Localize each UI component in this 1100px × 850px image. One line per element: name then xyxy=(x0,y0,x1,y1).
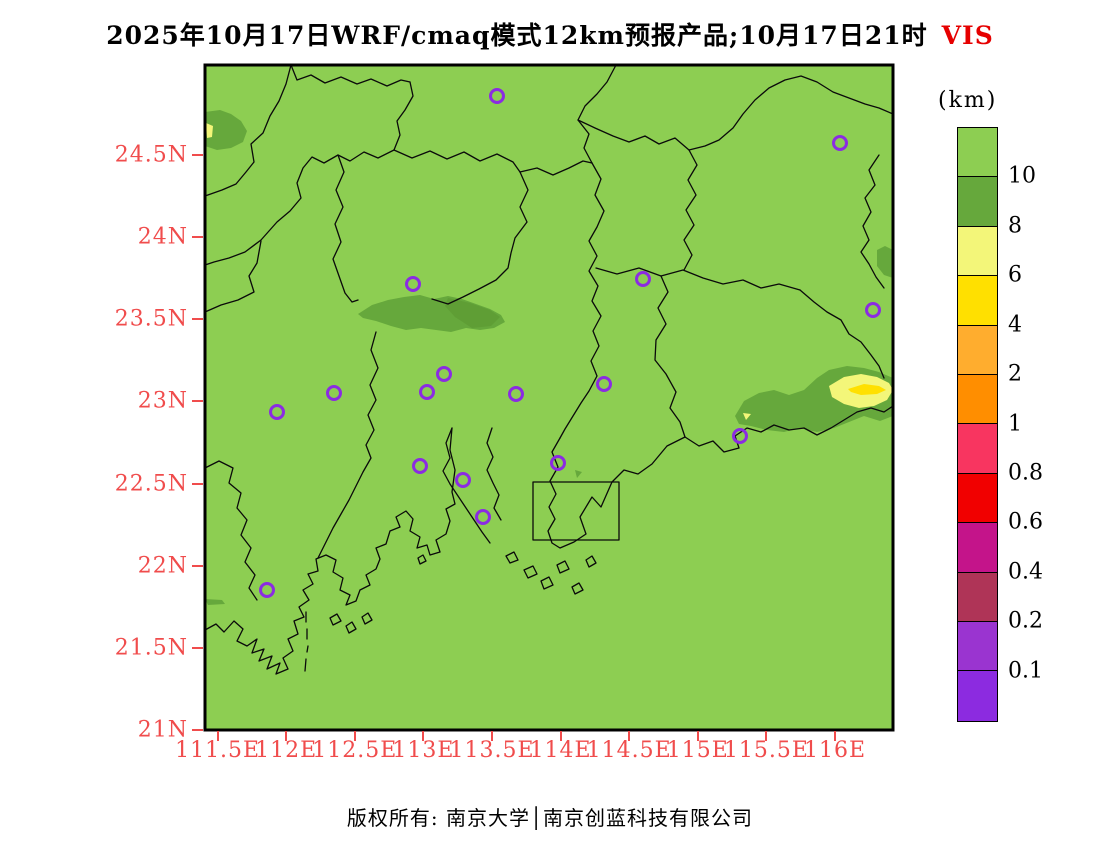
colorbar-tick-label: 6 xyxy=(1008,262,1022,288)
station-marker xyxy=(419,384,435,400)
station-marker xyxy=(475,509,491,525)
coastline xyxy=(204,405,894,675)
colorbar-tick-label: 0.1 xyxy=(1008,658,1043,684)
longitude-tick xyxy=(285,731,288,741)
colorbar-segment xyxy=(958,424,997,474)
colorbar-tick-label: 4 xyxy=(1008,312,1022,338)
colorbar-tick-label: 0.2 xyxy=(1008,608,1043,634)
station-marker xyxy=(405,276,421,292)
plot-title-text: 2025年10月17日WRF/cmaq模式12km预报产品;10月17日21时 xyxy=(106,21,928,50)
latitude-tick-label: 24.5N xyxy=(114,142,188,168)
latitude-tick-label: 24N xyxy=(137,224,188,250)
station-marker xyxy=(455,472,471,488)
plot-title: 2025年10月17日WRF/cmaq模式12km预报产品;10月17日21时 V… xyxy=(0,16,1100,52)
longitude-tick-label: 114.5E xyxy=(586,738,672,763)
latitude-tick xyxy=(192,646,203,649)
latitude-tick xyxy=(192,153,203,156)
longitude-tick-label: 111.5E xyxy=(175,738,261,763)
latitude-tick xyxy=(192,236,203,239)
colorbar-segment xyxy=(958,226,997,277)
longitude-tick xyxy=(422,731,425,741)
latitude-tick xyxy=(192,400,203,403)
colorbar xyxy=(957,127,998,722)
longitude-tick-label: 112.5E xyxy=(312,738,398,763)
colorbar-tick-label: 0.4 xyxy=(1008,559,1043,585)
longitude-tick-label: 114E xyxy=(529,738,592,763)
colorbar-tick-label: 1 xyxy=(1008,411,1022,436)
colorbar-segment xyxy=(958,671,997,721)
colorbar-tick-label: 2 xyxy=(1008,361,1022,387)
station-marker xyxy=(732,428,748,444)
admin-boundaries xyxy=(204,64,894,601)
longitude-tick xyxy=(696,731,699,741)
station-marker xyxy=(508,386,524,402)
station-marker xyxy=(269,404,285,420)
station-marker xyxy=(550,455,566,471)
colorbar-unit-label: (km) xyxy=(938,88,998,113)
colorbar-segment xyxy=(958,128,997,178)
station-marker xyxy=(832,135,848,151)
longitude-tick xyxy=(834,731,836,741)
colorbar-segment xyxy=(958,325,997,376)
station-marker xyxy=(489,88,505,104)
station-marker xyxy=(635,271,651,287)
colorbar-tick-label: 8 xyxy=(1008,213,1022,239)
colorbar-segment xyxy=(958,375,997,425)
longitude-tick xyxy=(353,731,356,741)
station-marker xyxy=(412,458,428,474)
map-frame xyxy=(203,63,895,732)
longitude-tick xyxy=(491,731,493,741)
colorbar-segment xyxy=(958,523,997,573)
latitude-tick xyxy=(192,482,203,485)
latitude-tick-label: 23N xyxy=(137,388,188,414)
copyright-footer: 版权所有: 南京大学│南京创蓝科技有限公司 xyxy=(346,806,754,830)
latitude-tick-label: 21.5N xyxy=(114,635,188,661)
longitude-tick-label: 115E xyxy=(666,738,729,763)
colorbar-segment xyxy=(958,473,997,524)
latitude-tick xyxy=(192,729,203,731)
station-marker xyxy=(436,366,452,382)
colorbar-tick-label: 10 xyxy=(1008,163,1036,189)
plot-title-variable-tag: VIS xyxy=(941,21,994,50)
longitude-tick-label: 115.5E xyxy=(723,738,809,763)
dashed-sea-boundary xyxy=(304,611,309,672)
latitude-tick-label: 22N xyxy=(137,553,188,579)
colorbar-segment xyxy=(958,276,997,326)
longitude-tick xyxy=(559,731,562,741)
nested-domain-box xyxy=(532,481,620,541)
latitude-tick xyxy=(192,318,203,321)
longitude-tick xyxy=(216,731,219,741)
station-marker xyxy=(596,376,612,392)
longitude-tick-label: 112E xyxy=(255,738,318,763)
colorbar-tick-label: 0.6 xyxy=(1008,509,1043,535)
longitude-tick-label: 113E xyxy=(392,738,455,763)
colorbar-segment xyxy=(958,572,997,623)
longitude-tick xyxy=(628,731,631,741)
station-marker xyxy=(326,385,342,401)
latitude-tick-label: 23.5N xyxy=(114,306,188,332)
longitude-tick xyxy=(765,731,768,741)
latitude-tick-label: 22.5N xyxy=(114,471,188,497)
station-marker xyxy=(865,302,881,318)
longitude-tick-label: 116E xyxy=(803,738,867,763)
latitude-tick-label: 21N xyxy=(137,717,188,743)
longitude-tick-label: 113.5E xyxy=(449,738,535,763)
colorbar-segment xyxy=(958,622,997,672)
station-marker xyxy=(259,582,275,598)
islands xyxy=(329,551,597,634)
colorbar-tick-label: 0.8 xyxy=(1008,460,1043,486)
latitude-tick xyxy=(192,564,203,567)
colorbar-segment xyxy=(958,177,997,227)
visibility-patches xyxy=(205,110,893,605)
